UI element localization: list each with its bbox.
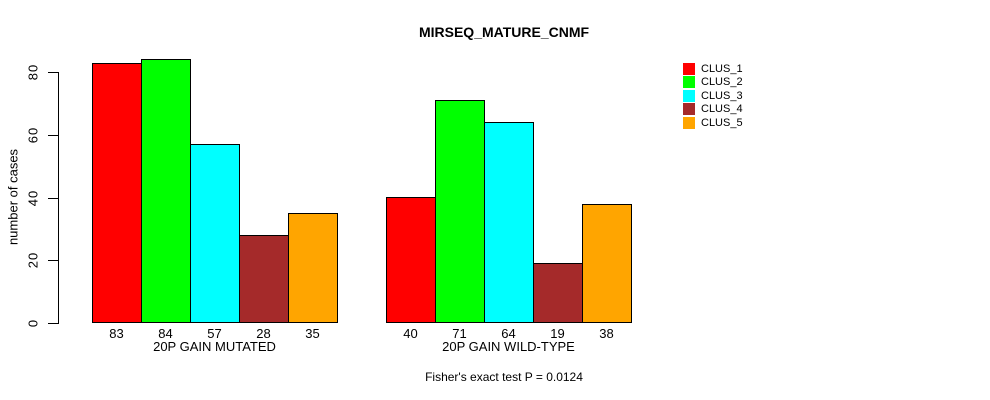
bar-clus_4	[239, 235, 289, 323]
legend-swatch	[683, 89, 695, 102]
x-group-label: 20P GAIN WILD-TYPE	[442, 339, 575, 354]
legend-swatch	[683, 63, 695, 75]
legend-item: CLUS_2	[683, 76, 743, 89]
legend-label: CLUS_1	[701, 63, 743, 75]
bar-clus_1	[386, 197, 436, 323]
legend-label: CLUS_2	[701, 76, 743, 89]
y-tick-label: 40	[25, 189, 41, 207]
legend-item: CLUS_5	[683, 116, 743, 129]
y-tick	[48, 260, 58, 261]
bar-value-label: 19	[550, 326, 565, 341]
x-group-label: 20P GAIN MUTATED	[153, 339, 276, 354]
bar-value-label: 35	[305, 326, 320, 341]
y-tick	[48, 135, 58, 136]
bar-value-label: 28	[256, 326, 271, 341]
bar-value-label: 57	[207, 326, 222, 341]
bar-value-label: 64	[501, 326, 516, 341]
legend-item: CLUS_4	[683, 103, 743, 116]
bar-clus_5	[288, 213, 338, 323]
bar-value-label: 38	[599, 326, 614, 341]
bar-clus_2	[141, 59, 191, 323]
bar-clus_4	[533, 263, 583, 323]
legend-item: CLUS_3	[683, 89, 743, 102]
bar-clus_2	[435, 100, 485, 323]
annotation-text: Fisher's exact test P = 0.0124	[425, 370, 583, 384]
bar-clus_3	[190, 144, 240, 323]
y-tick-label: 0	[25, 318, 41, 328]
y-tick-label: 20	[25, 251, 41, 269]
y-tick	[48, 72, 58, 73]
y-tick-label: 80	[25, 63, 41, 81]
y-tick	[48, 198, 58, 199]
bar-clus_5	[582, 204, 632, 323]
legend-label: CLUS_5	[701, 116, 743, 129]
bar-clus_1	[92, 63, 142, 323]
chart-title: MIRSEQ_MATURE_CNMF	[418, 24, 590, 40]
bar-value-label: 71	[452, 326, 467, 341]
y-tick	[48, 323, 58, 324]
bar-value-label: 40	[403, 326, 418, 341]
legend-label: CLUS_3	[701, 89, 743, 102]
bar-value-label: 83	[109, 326, 124, 341]
legend-swatch	[683, 116, 695, 129]
y-tick-label: 60	[25, 126, 41, 144]
bar-clus_3	[484, 122, 534, 323]
bar-value-label: 84	[158, 326, 173, 341]
legend-item: CLUS_1	[683, 63, 743, 75]
y-axis-line	[58, 72, 59, 324]
legend-label: CLUS_4	[701, 103, 743, 116]
legend-swatch	[683, 103, 695, 116]
legend-swatch	[683, 76, 695, 89]
legend: CLUS_1 CLUS_2 CLUS_3 CLUS_4 CLUS_5	[683, 63, 743, 130]
